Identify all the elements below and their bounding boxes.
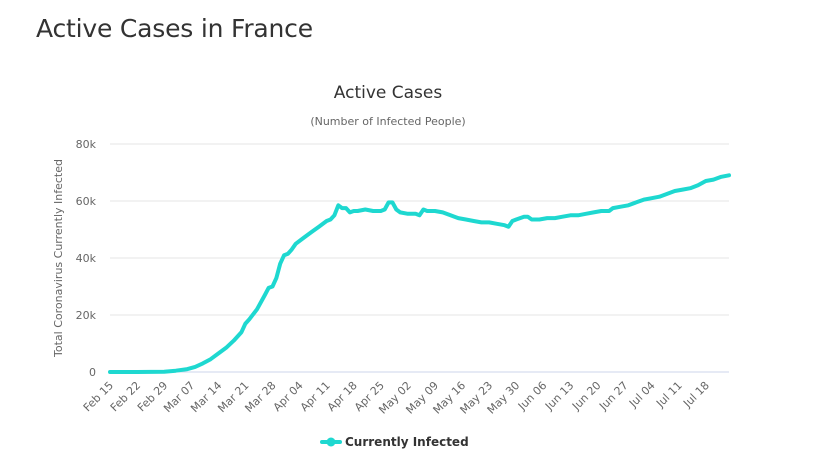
legend[interactable]: Currently Infected [320,435,469,449]
x-tick-label: Jul 18 [680,379,712,411]
y-tick-label: 60k [76,195,97,208]
chart-subtitle: (Number of Infected People) [310,115,465,128]
legend-marker-icon [326,437,336,447]
x-tick-label: Jun 06 [515,379,549,413]
x-tick-label: Jun 20 [569,379,603,413]
x-tick-label: Jul 04 [626,379,658,411]
grid-lines [110,143,729,316]
x-tick-label: Jul 11 [653,379,685,411]
legend-label: Currently Infected [345,435,469,449]
x-tick-label: Jun 27 [596,379,630,413]
chart-title: Active Cases [334,83,443,103]
x-tick-label: Jun 13 [542,379,576,413]
y-tick-label: 20k [76,309,97,322]
page-title: Active Cases in France [36,14,313,43]
series-line-currently-infected[interactable] [108,173,731,374]
y-tick-label: 80k [76,138,97,151]
y-tick-label: 0 [89,366,96,379]
x-tick-label: Mar 28 [242,379,278,415]
y-axis-title: Total Coronavirus Currently Infected [52,159,65,358]
y-tick-label: 40k [76,252,97,265]
y-axis-ticks: 0 20k 40k 60k 80k [76,138,97,379]
